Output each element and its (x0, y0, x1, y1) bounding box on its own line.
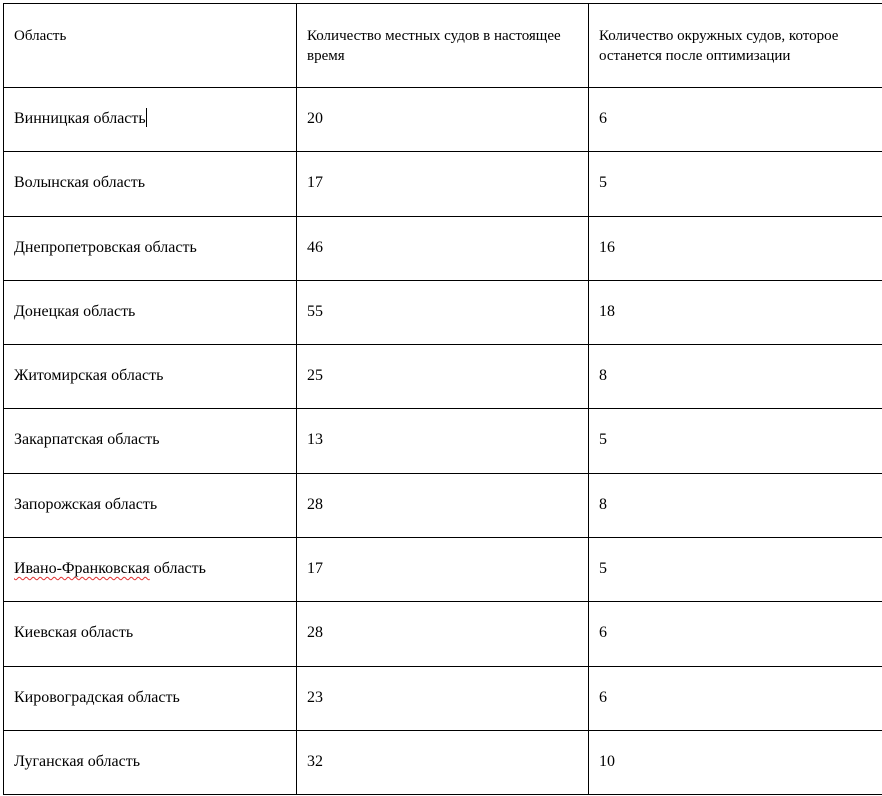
text-cursor (145, 108, 147, 127)
region-cell[interactable]: Житомирская область (3, 344, 297, 410)
cell-text: Винницкая область (14, 110, 146, 127)
region-cell[interactable]: Донецкая область (3, 279, 297, 346)
region-cell[interactable]: Ивано-Франковская область (3, 537, 297, 603)
region-cell[interactable]: Киевская область (3, 601, 297, 667)
cell-text: 8 (599, 367, 607, 385)
header-cell-region[interactable]: Область (3, 3, 297, 88)
table-row: Днепропетровская область 46 16 (3, 215, 882, 281)
region-cell[interactable]: Запорожская область (3, 472, 297, 539)
cell-text: Донецкая область (14, 302, 136, 320)
region-cell[interactable]: Волынская область (3, 151, 297, 217)
local-courts-cell[interactable]: 28 (296, 601, 589, 667)
local-courts-cell[interactable]: 28 (296, 472, 589, 539)
district-courts-cell[interactable]: 16 (588, 215, 882, 281)
table-row: Житомирская область 25 8 (3, 344, 882, 410)
cell-text: 28 (307, 495, 323, 513)
district-courts-cell[interactable]: 5 (588, 537, 882, 603)
cell-text: 18 (599, 302, 615, 320)
cell-text: 6 (599, 624, 607, 642)
cell-text: Закарпатская область (14, 431, 160, 449)
cell-text: 25 (307, 367, 323, 385)
cell-text: 5 (599, 174, 607, 192)
district-courts-cell[interactable]: 5 (588, 151, 882, 217)
local-courts-cell[interactable]: 46 (296, 215, 589, 281)
table-row: Луганская область 32 10 (3, 729, 882, 796)
cell-text: 5 (599, 431, 607, 449)
cell-text: 23 (307, 688, 323, 706)
local-courts-cell[interactable]: 13 (296, 408, 589, 474)
district-courts-cell[interactable]: 8 (588, 472, 882, 539)
cell-text: Житомирская область (14, 367, 164, 385)
cell-text: 10 (599, 752, 615, 770)
table-row: Закарпатская область 13 5 (3, 408, 882, 474)
cell-text: область (149, 560, 206, 578)
cell-text: 32 (307, 752, 323, 770)
cell-text: 5 (599, 560, 607, 578)
cell-text: 28 (307, 624, 323, 642)
district-courts-cell[interactable]: 5 (588, 408, 882, 474)
cell-text: 16 (599, 238, 615, 256)
region-cell[interactable]: Винницкая область (3, 86, 297, 153)
local-courts-cell[interactable]: 55 (296, 279, 589, 346)
region-cell[interactable]: Днепропетровская область (3, 215, 297, 281)
header-cell-district-courts[interactable]: Количество окружных судов, которое остан… (588, 3, 882, 88)
table-row: Кировоградская область 23 6 (3, 665, 882, 731)
table-row: Волынская область 17 5 (3, 151, 882, 217)
cell-text: 17 (307, 560, 323, 578)
table-row: Запорожская область 28 8 (3, 472, 882, 539)
district-courts-cell[interactable]: 6 (588, 665, 882, 731)
district-courts-cell[interactable]: 6 (588, 601, 882, 667)
cell-text: 55 (307, 302, 323, 320)
region-cell[interactable]: Кировоградская область (3, 665, 297, 731)
district-courts-cell[interactable]: 10 (588, 729, 882, 796)
cell-text: Днепропетровская область (14, 238, 197, 256)
district-courts-cell[interactable]: 18 (588, 279, 882, 346)
local-courts-cell[interactable]: 25 (296, 344, 589, 410)
local-courts-cell[interactable]: 17 (296, 537, 589, 603)
table-row: Киевская область 28 6 (3, 601, 882, 667)
region-cell[interactable]: Закарпатская область (3, 408, 297, 474)
cell-text: Кировоградская область (14, 688, 180, 706)
courts-table: Область Количество местных судов в насто… (3, 3, 882, 796)
local-courts-cell[interactable]: 32 (296, 729, 589, 796)
cell-text: Запорожская область (14, 495, 158, 513)
local-courts-cell[interactable]: 23 (296, 665, 589, 731)
table-row: Донецкая область 55 18 (3, 279, 882, 346)
cell-text: Луганская область (14, 752, 140, 770)
cell-text: 8 (599, 495, 607, 513)
cell-text: 46 (307, 238, 323, 256)
table-row: Ивано-Франковская область 17 5 (3, 537, 882, 603)
district-courts-cell[interactable]: 6 (588, 86, 882, 153)
cell-text: 17 (307, 174, 323, 192)
cell-text: Волынская область (14, 174, 146, 192)
table-row: Винницкая область 20 6 (3, 86, 882, 153)
district-courts-cell[interactable]: 8 (588, 344, 882, 410)
local-courts-cell[interactable]: 17 (296, 151, 589, 217)
local-courts-cell[interactable]: 20 (296, 86, 589, 153)
spellcheck-underlined-word[interactable]: Ивано-Франковская (14, 560, 150, 578)
cell-text: 13 (307, 431, 323, 449)
table-header-row: Область Количество местных судов в насто… (3, 3, 882, 88)
cell-text: Киевская область (14, 624, 134, 642)
cell-text: 6 (599, 110, 607, 127)
cell-text: 6 (599, 688, 607, 706)
region-cell[interactable]: Луганская область (3, 729, 297, 796)
header-cell-local-courts[interactable]: Количество местных судов в настоящее вре… (296, 3, 589, 88)
cell-text: 20 (307, 110, 323, 127)
